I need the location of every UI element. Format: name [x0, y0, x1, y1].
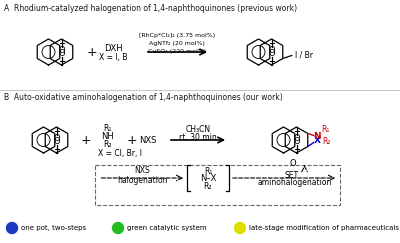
Text: O: O — [58, 49, 65, 58]
Text: SET: SET — [285, 171, 299, 180]
Text: X = I, B: X = I, B — [99, 52, 127, 61]
Text: I / Br: I / Br — [295, 50, 313, 59]
Text: B  Auto-oxidative aminohalogenation of 1,4-naphthoquinones (our work): B Auto-oxidative aminohalogenation of 1,… — [4, 93, 283, 102]
Text: O: O — [293, 134, 300, 143]
Text: halogenation: halogenation — [117, 175, 167, 184]
Text: +: + — [81, 133, 91, 147]
Text: R₁: R₁ — [103, 123, 111, 132]
Text: NH: NH — [101, 131, 113, 140]
Text: NXS: NXS — [134, 165, 150, 174]
Text: N: N — [313, 132, 320, 141]
Circle shape — [234, 223, 246, 234]
Text: O: O — [58, 46, 65, 55]
Text: [RhCp*Cl₂]₂ (3.75 mol%): [RhCp*Cl₂]₂ (3.75 mol%) — [139, 33, 215, 37]
Circle shape — [6, 223, 18, 234]
Text: green catalytic system: green catalytic system — [127, 225, 207, 231]
Text: R₁: R₁ — [322, 125, 330, 134]
Text: R₂: R₂ — [103, 139, 111, 148]
Text: one pot, two-steps: one pot, two-steps — [21, 225, 86, 231]
Text: A  Rhodium-catalyzed halogenation of 1,4-naphthoquinones (previous work): A Rhodium-catalyzed halogenation of 1,4-… — [4, 4, 297, 13]
Text: +: + — [127, 133, 137, 147]
Text: O: O — [268, 49, 275, 58]
Text: O: O — [53, 134, 60, 143]
Text: late-stage modification of pharmaceuticals: late-stage modification of pharmaceutica… — [249, 225, 399, 231]
Circle shape — [112, 223, 124, 234]
Text: O: O — [293, 137, 300, 146]
Text: CuSO₄ (220 mol%): CuSO₄ (220 mol%) — [148, 49, 206, 53]
Text: R₂: R₂ — [204, 182, 212, 191]
Text: CH₃CN: CH₃CN — [186, 124, 210, 133]
Text: R₁: R₁ — [204, 166, 212, 175]
Text: O: O — [268, 46, 275, 55]
Text: N–X: N–X — [200, 174, 216, 182]
Text: AgNTf₂ (20 mol%): AgNTf₂ (20 mol%) — [149, 41, 205, 45]
Text: aminohalogenation: aminohalogenation — [258, 177, 332, 186]
Text: O: O — [289, 158, 296, 167]
Text: R₂: R₂ — [322, 137, 331, 146]
Text: O: O — [53, 137, 60, 146]
Text: X = Cl, Br, I: X = Cl, Br, I — [98, 148, 142, 157]
Text: X: X — [314, 136, 321, 145]
Text: +: + — [87, 45, 97, 59]
Text: rt, 30 min: rt, 30 min — [179, 132, 217, 141]
Bar — [95, 165, 340, 205]
Text: NXS: NXS — [139, 136, 157, 145]
Text: DXH: DXH — [104, 43, 122, 52]
